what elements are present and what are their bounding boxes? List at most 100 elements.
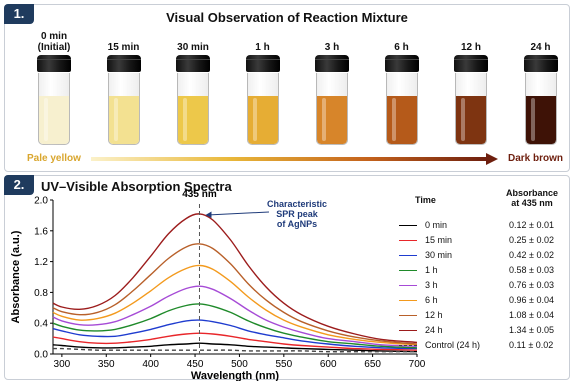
vial-icon [453,55,489,147]
legend-swatch [399,285,417,286]
vial-cap [384,55,419,72]
vial-item: 3 h [302,29,362,147]
spr-annotation-line: of AgNPs [277,219,317,229]
vial-icon [314,55,350,147]
x-tick-label: 600 [320,359,337,370]
vial-icon [245,55,281,147]
vial-liquid [456,96,486,144]
spr-annotation-line: Characteristic [267,199,327,209]
vial-time-label: 24 h [530,42,551,53]
color-gradient-bar [91,157,487,161]
vial-glass [246,73,279,145]
vial-liquid [108,96,139,144]
vial-item: 1 h [233,29,293,147]
vial-glass [177,73,209,145]
vial-time-label: 0 min (Initial) [37,31,71,53]
legend-absorbance-value: 0.25 ± 0.02 [509,235,554,245]
gradient-end-label: Dark brown [508,153,564,164]
legend-swatch [399,225,417,226]
series-line-0-min [52,342,418,353]
vial-liquid [317,96,347,144]
legend-swatch [399,300,417,301]
y-tick-label: 0.4 [34,319,48,330]
series-line-3-h [52,285,418,347]
legend-item: 12 h 1.08 ± 0.04 [399,310,569,322]
legend-absorbance-value: 1.08 ± 0.04 [509,310,554,320]
y-tick-label: 2.0 [34,196,48,207]
legend-item: 30 min 0.42 ± 0.02 [399,250,569,262]
vial-item: 6 h [372,29,432,147]
gradient-start-label: Pale yellow [27,153,81,164]
legend-absorbance-value: 0.58 ± 0.03 [509,265,554,275]
vial-icon [106,55,142,147]
uv-vis-spectra-panel: 2. UV–Visible Absorption Spectra 0.0 0.4 0… [4,175,570,381]
vial-item: 30 min [163,29,223,147]
series-line-30-min [52,319,418,350]
vial-time-label: 6 h [394,42,409,53]
panel-title: Visual Observation of Reaction Mixture [166,10,408,25]
legend-item: 15 min 0.25 ± 0.02 [399,235,569,247]
legend-absorbance-value: 0.12 ± 0.01 [509,220,554,230]
vial-time-label: 12 h [460,42,481,53]
vial-time-label: 30 min [177,42,209,53]
vial-cap [454,55,488,72]
x-tick-label: 450 [187,359,204,370]
legend-header-time: Time [415,195,436,205]
legend-series-name: 12 h [425,310,443,320]
legend-item: 6 h 0.96 ± 0.04 [399,295,569,307]
y-tick-label: 1.2 [34,257,48,268]
legend-absorbance-value: 1.34 ± 0.05 [509,325,554,335]
vial-item: 24 h [511,29,571,147]
legend-item: 24 h 1.34 ± 0.05 [399,325,569,337]
vial-cap [523,55,558,72]
x-tick-label: 400 [142,359,159,370]
vial-cap [245,55,280,72]
legend-header-absorbance: Absorbance at 435 nm [505,188,558,208]
legend-series-name: 6 h [425,295,438,305]
series-line-15-min [52,332,418,351]
annotation-arrow-line [207,211,270,216]
vial-item: 0 min (Initial) [24,29,84,147]
vial-glass [38,73,70,145]
vial-liquid [39,96,69,144]
legend-series-name: 1 h [425,265,438,275]
legend-absorbance-value: 0.11 ± 0.02 [509,340,554,350]
legend-swatch [399,345,417,346]
gradient-arrow-icon [486,153,498,165]
vial-cap [176,55,210,72]
legend-swatch [399,270,417,271]
series-line-control-24-h- [52,347,418,353]
x-tick-label: 350 [98,359,115,370]
x-tick-label: 500 [231,359,248,370]
y-axis-label: Absorbance (a.u.) [10,230,22,323]
legend-series-name: 30 min [425,250,453,260]
x-tick-label: 550 [275,359,292,370]
legend-item: 1 h 0.58 ± 0.03 [399,265,569,277]
legend-swatch [399,255,417,256]
vial-glass [385,73,418,145]
legend-series-name: Control (24 h) [425,340,481,350]
vial-icon [175,55,211,147]
y-tick-label: 0.0 [34,350,48,361]
vial-glass [455,73,487,145]
legend-swatch [399,315,417,316]
panel-title: UV–Visible Absorption Spectra [41,179,232,194]
x-axis-label: Wavelength (nm) [191,370,280,381]
legend-series-name: 3 h [425,280,438,290]
vial-icon [523,55,559,147]
panel-number-badge: 2. [4,175,34,195]
annotation-arrowhead-icon [205,211,212,218]
x-tick-label: 650 [364,359,381,370]
legend-swatch [399,330,417,331]
spr-annotation-line: SPR peak [276,209,319,219]
x-tick-label: 700 [409,359,425,370]
series-line-12-h [52,243,418,345]
vial-icon [36,55,72,147]
vial-cap [37,55,71,72]
vial-time-label: 3 h [324,42,340,53]
legend-absorbance-value: 0.96 ± 0.04 [509,295,554,305]
x-tick-label: 300 [54,359,71,370]
panel-number-badge: 1. [4,4,34,24]
vial-cap [106,55,141,72]
vial-item: 12 h [441,29,501,147]
